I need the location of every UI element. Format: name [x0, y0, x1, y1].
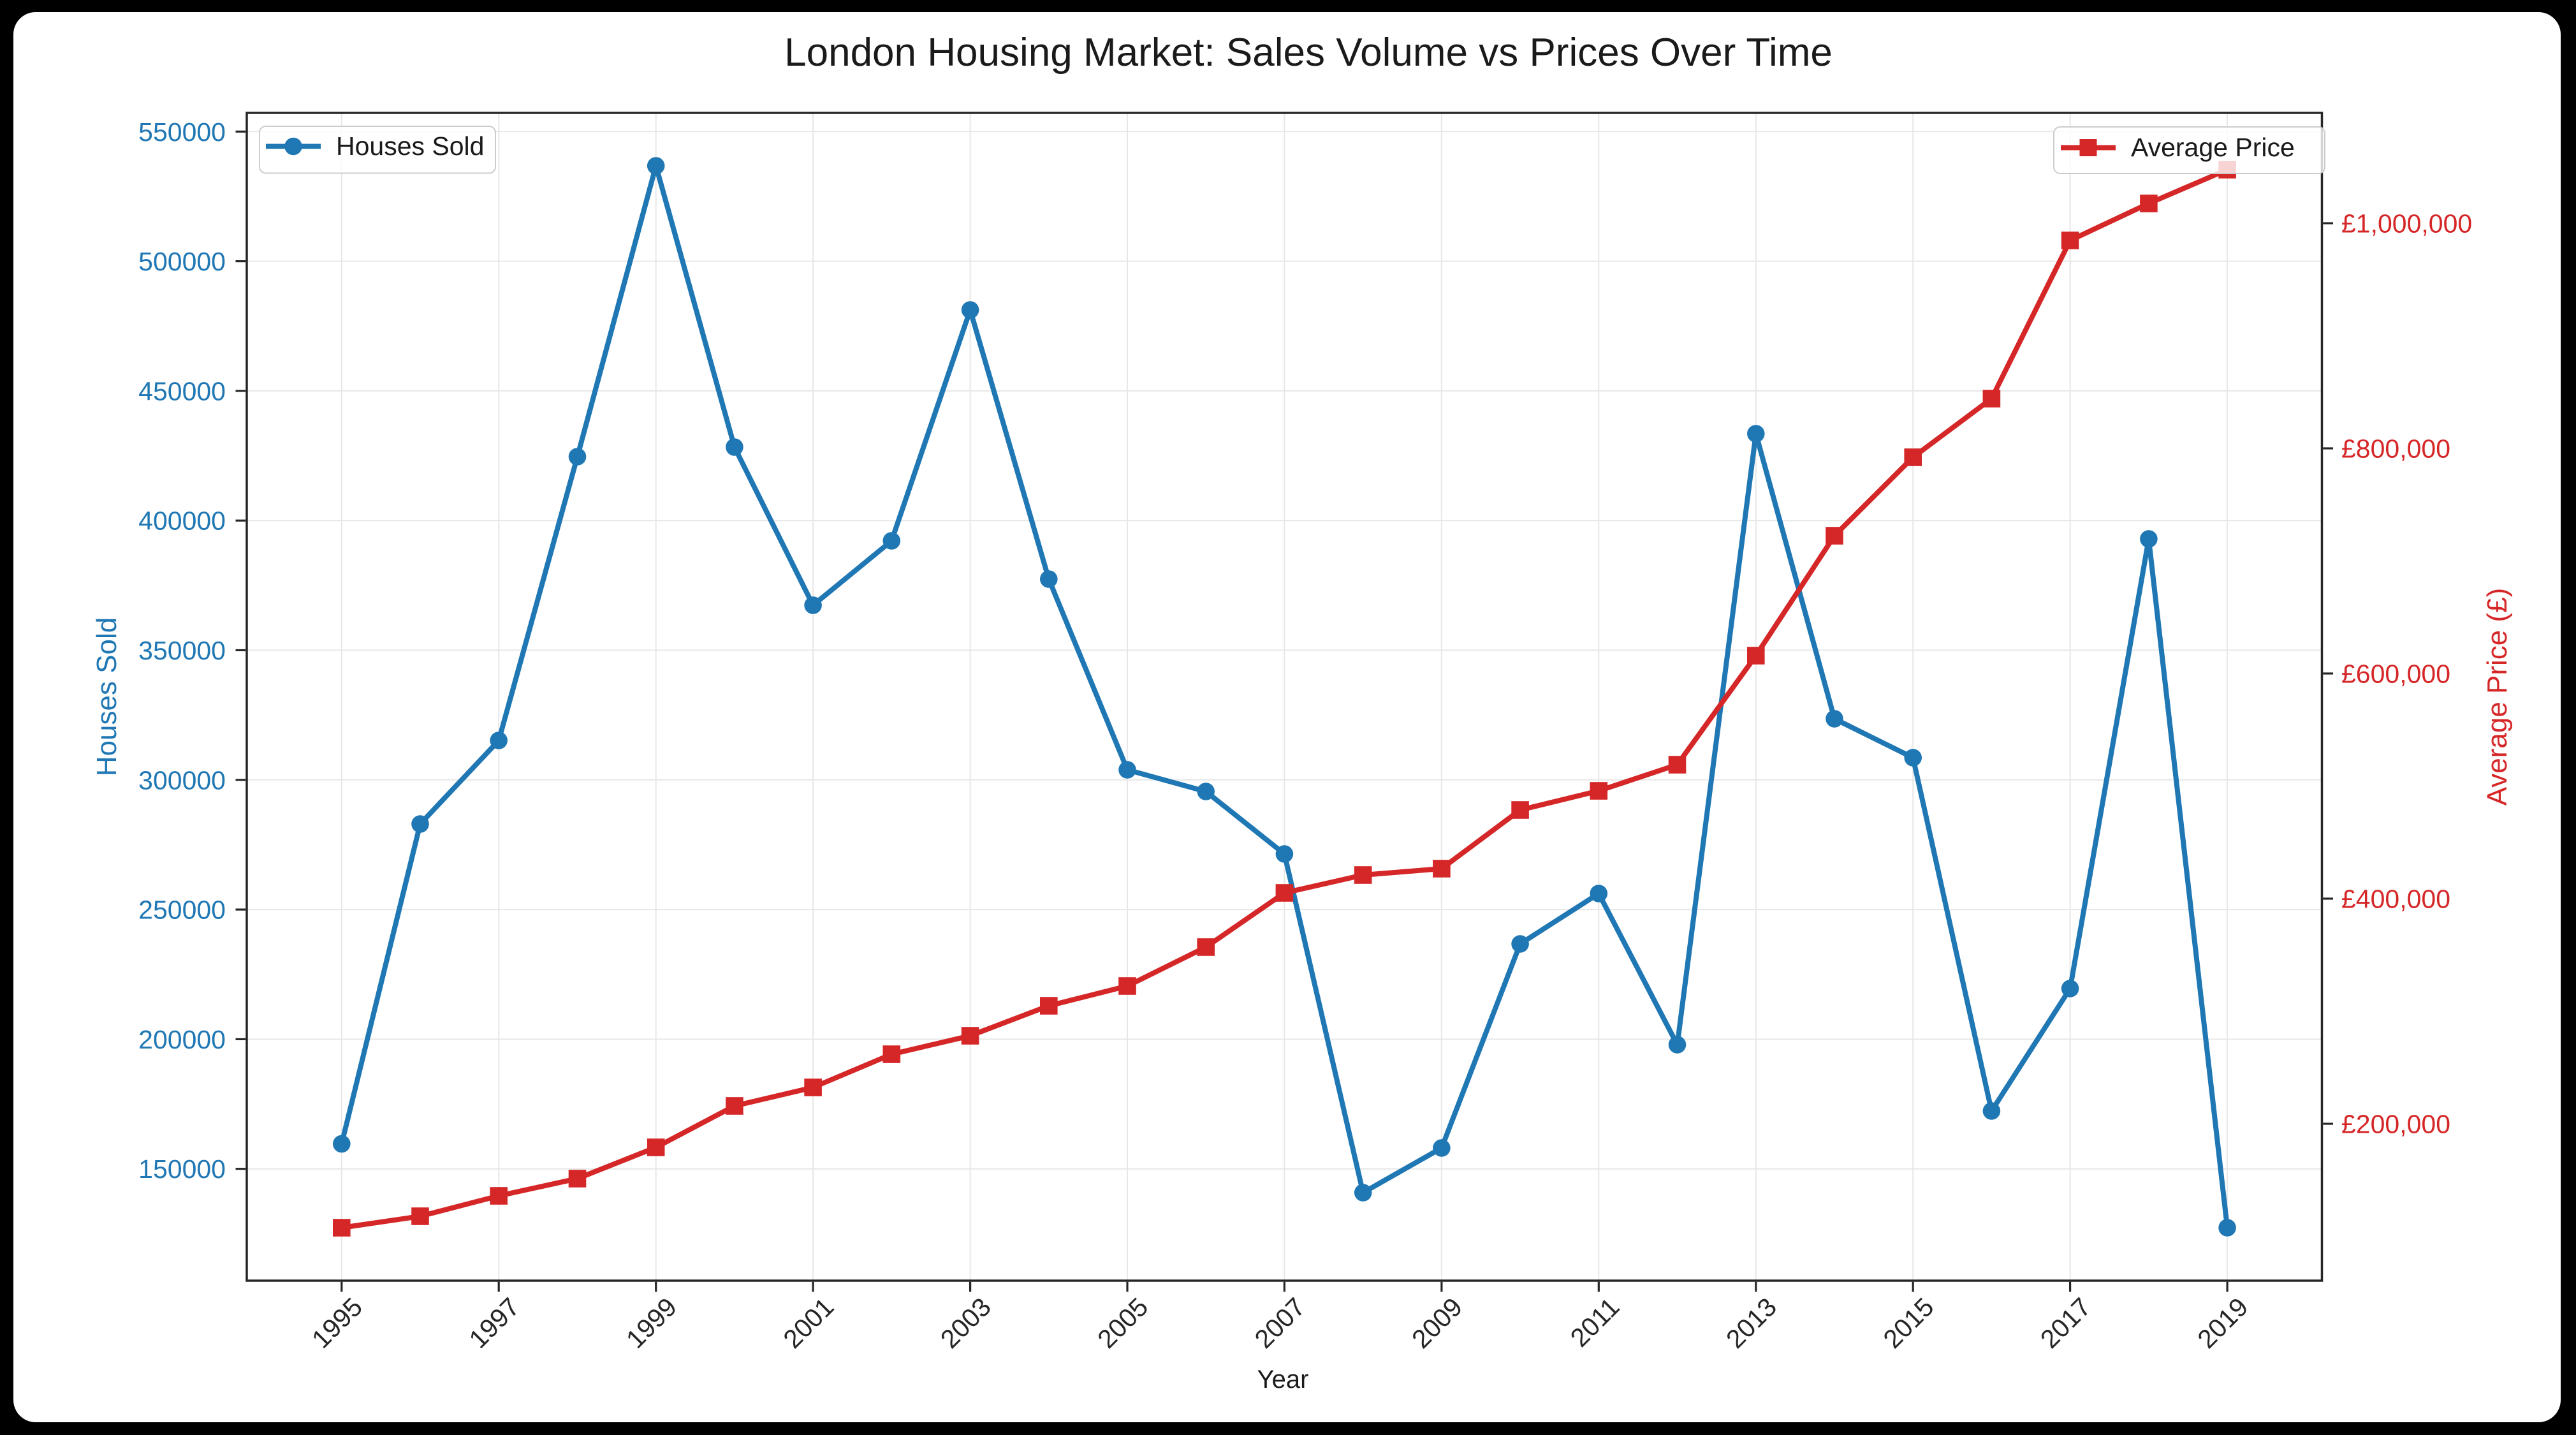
svg-text:£600,000: £600,000	[2341, 659, 2450, 689]
svg-text:450000: 450000	[138, 376, 226, 406]
svg-text:Average Price (£): Average Price (£)	[2482, 588, 2513, 806]
svg-text:Average Price: Average Price	[2131, 133, 2295, 162]
svg-text:150000: 150000	[138, 1154, 226, 1184]
svg-text:250000: 250000	[138, 895, 226, 925]
svg-text:Year: Year	[1257, 1365, 1309, 1394]
svg-text:£800,000: £800,000	[2341, 434, 2450, 464]
svg-text:£1,000,000: £1,000,000	[2341, 209, 2472, 239]
svg-text:400000: 400000	[138, 506, 226, 536]
svg-text:London Housing Market: Sales V: London Housing Market: Sales Volume vs P…	[784, 31, 1833, 75]
svg-text:Houses Sold: Houses Sold	[91, 617, 122, 776]
svg-text:350000: 350000	[138, 636, 226, 665]
svg-text:Houses Sold: Houses Sold	[336, 131, 484, 161]
svg-text:£400,000: £400,000	[2341, 885, 2450, 914]
svg-text:£200,000: £200,000	[2341, 1110, 2450, 1139]
svg-text:550000: 550000	[138, 117, 226, 147]
svg-text:500000: 500000	[138, 247, 226, 276]
svg-text:300000: 300000	[138, 765, 226, 795]
svg-text:200000: 200000	[138, 1025, 226, 1054]
